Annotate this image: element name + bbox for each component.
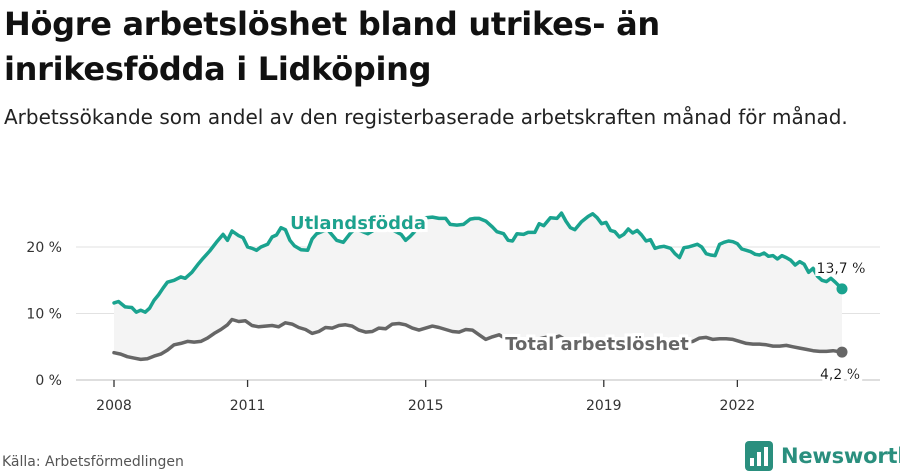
series-end-point [836, 283, 848, 295]
series-line-utlandsfodda [112, 211, 844, 314]
series-label-total: Total arbetslöshet [505, 334, 689, 355]
y-tick-label: 0 % [35, 373, 62, 389]
x-tick-label: 2022 [720, 398, 756, 414]
newsworthy-logo-icon [745, 441, 773, 471]
x-tick-label: 2008 [96, 398, 132, 414]
x-tick-label: 2019 [586, 398, 622, 414]
brand-name: Newsworthy [781, 444, 900, 468]
x-tick-label: 2011 [230, 398, 266, 414]
series-line-total [112, 317, 844, 362]
y-tick-label: 10 % [26, 307, 62, 323]
brand-logo[interactable]: Newsworthy [745, 440, 900, 472]
line-chart: 0 % 10 % 20 % 2008 2011 2015 2019 2022 Utlandsf… [26, 211, 880, 414]
source-note: Källa: Arbetsförmedlingen [2, 454, 184, 470]
x-tick-label: 2015 [408, 398, 444, 414]
y-tick-label: 20 % [26, 240, 62, 256]
series-label-utlandsfodda: Utlandsfödda [290, 213, 426, 234]
chart-subtitle: Arbetssökande som andel av den registerb… [4, 105, 848, 129]
end-label-utlandsfodda: 13,7 % [817, 261, 866, 277]
chart-title: Högre arbetslöshet bland utrikes- än inr… [4, 5, 660, 88]
gap-area [114, 213, 842, 360]
series-end-point [836, 346, 848, 358]
end-label-total: 4,2 % [820, 367, 860, 383]
